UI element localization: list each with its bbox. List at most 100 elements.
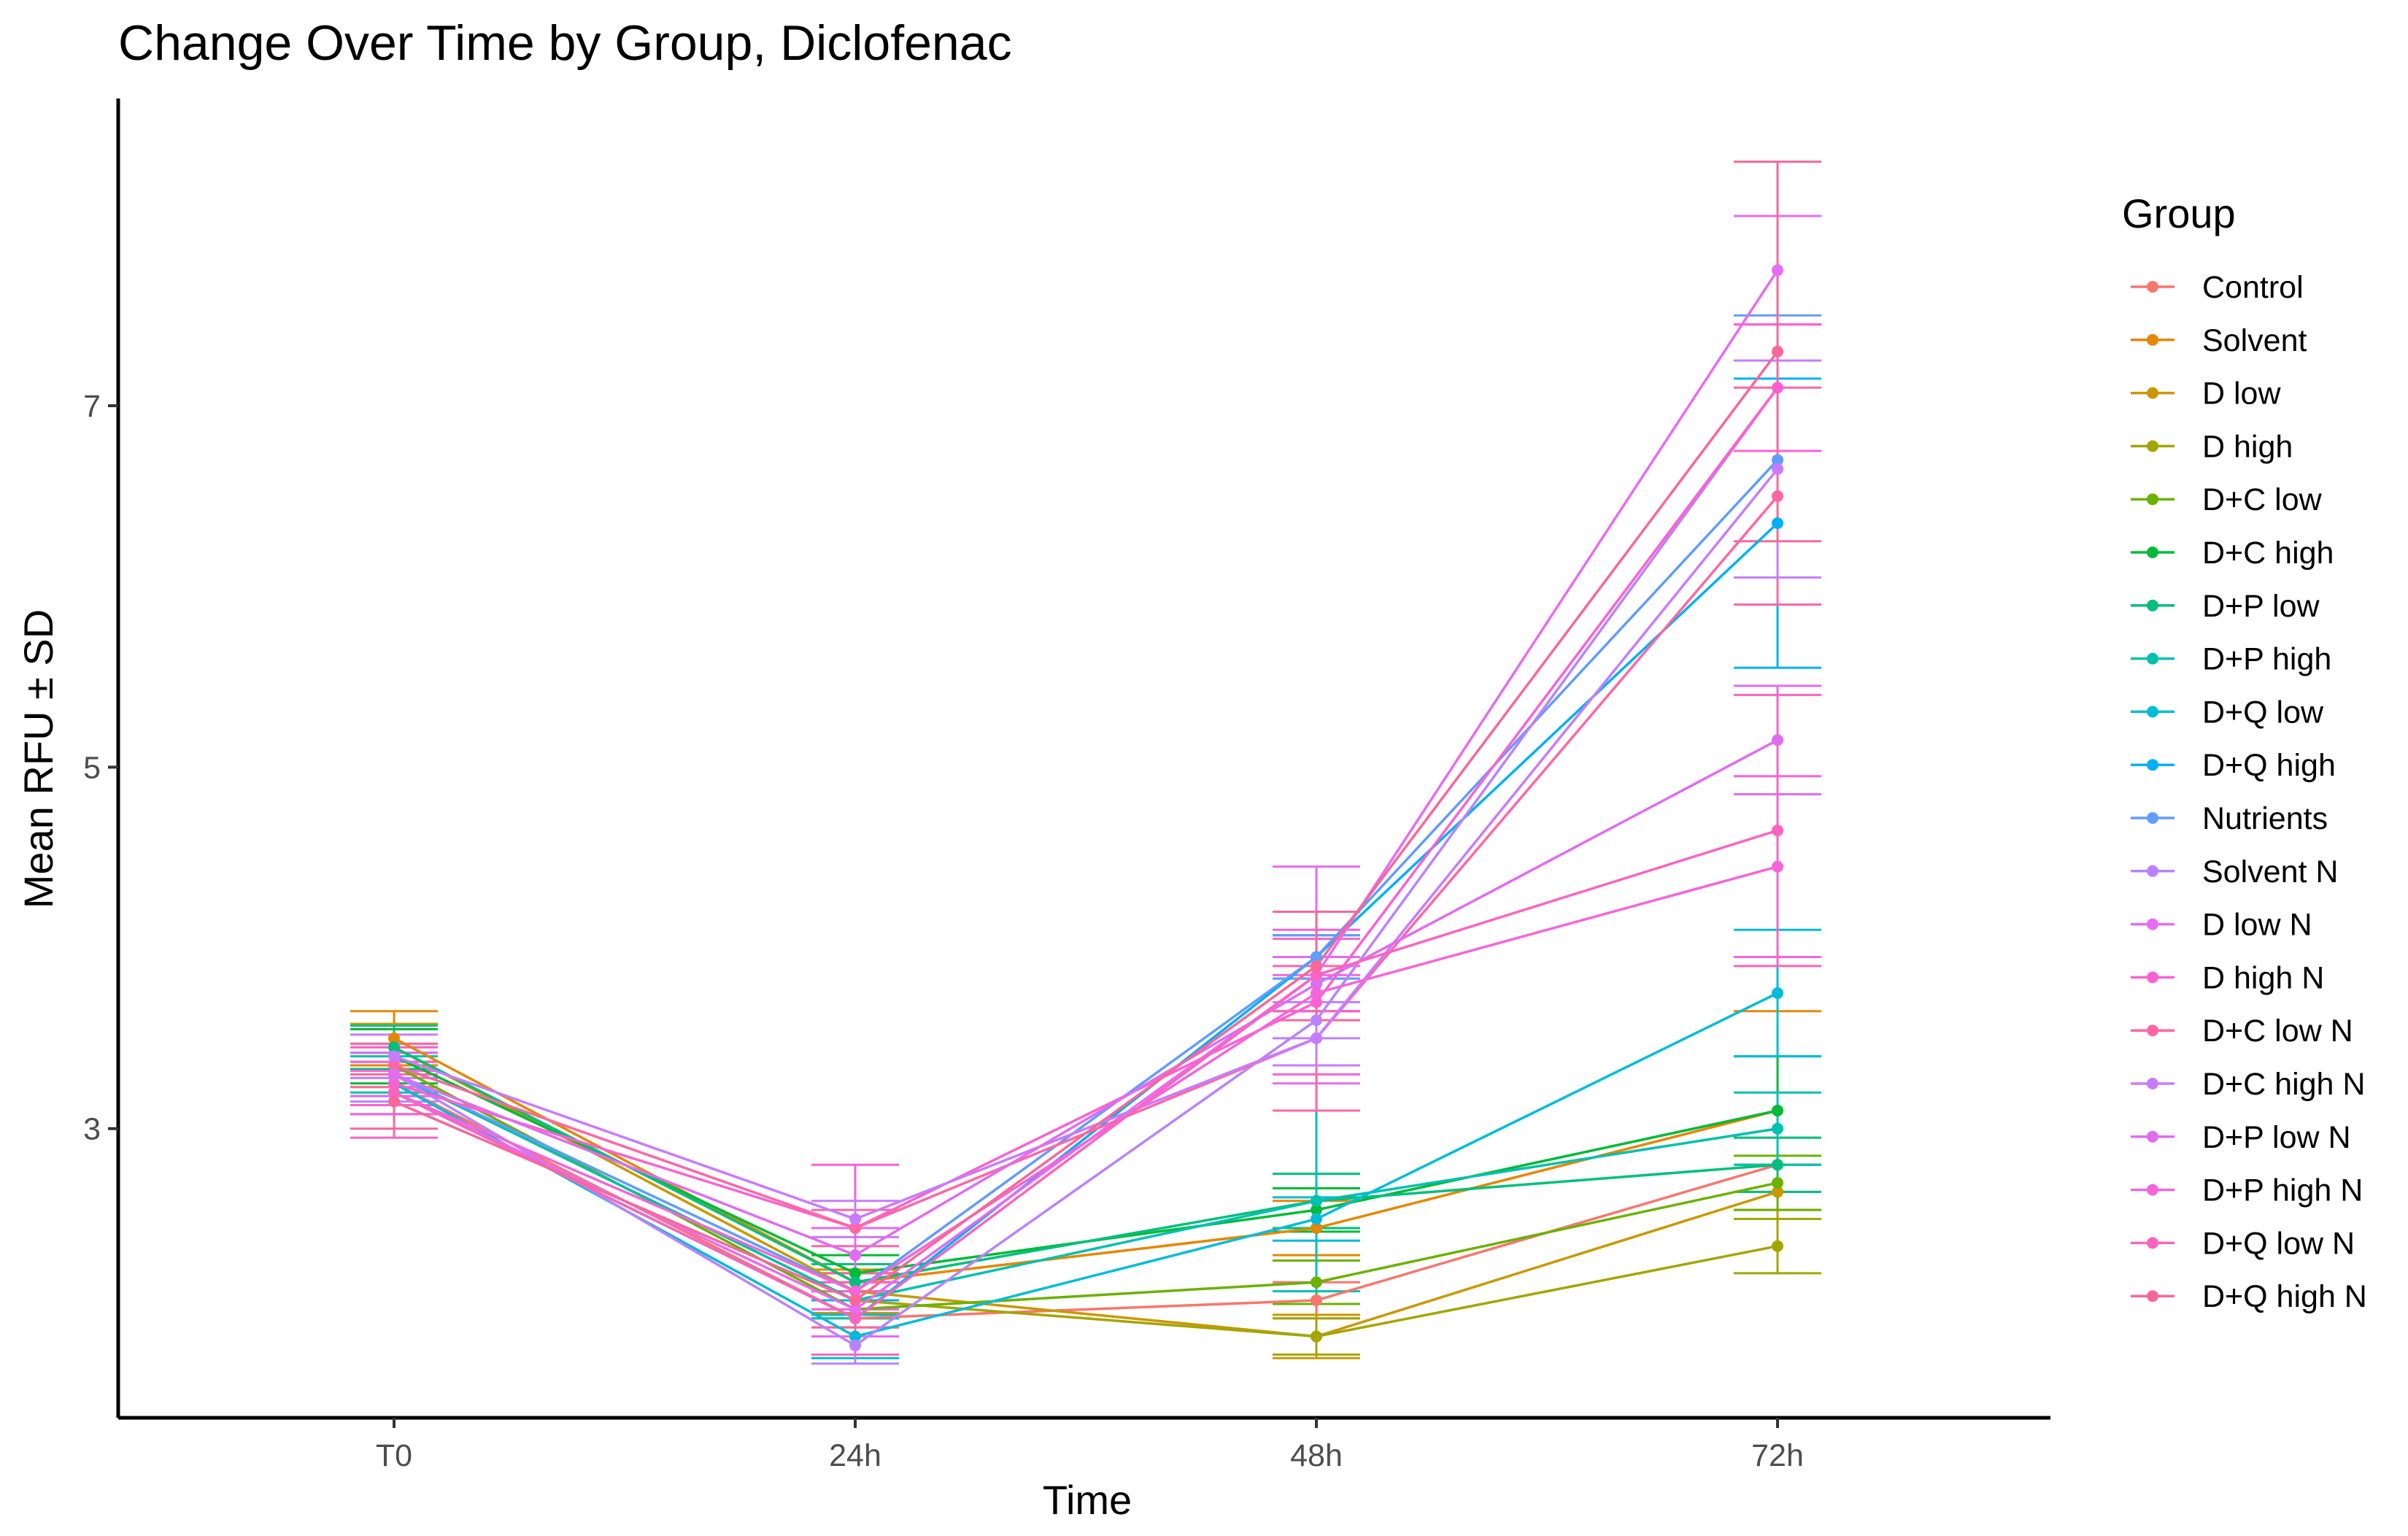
legend-label: D+C low — [2202, 482, 2323, 517]
legend-label: D high — [2202, 429, 2293, 464]
series-line — [393, 829, 1778, 1320]
legend-key-point — [2147, 812, 2158, 824]
data-point — [1772, 825, 1783, 837]
data-point — [849, 1249, 861, 1262]
legend-label: D+P low — [2202, 589, 2320, 624]
legend-label: D+C low N — [2202, 1014, 2353, 1049]
legend-label: D+Q low — [2202, 695, 2324, 730]
legend-key-point — [2147, 865, 2158, 877]
data-point — [388, 1032, 400, 1044]
legend-label: Solvent N — [2202, 854, 2338, 889]
data-point — [1772, 490, 1783, 502]
x-tick-label: 72h — [1751, 1438, 1804, 1473]
data-point — [388, 1068, 400, 1081]
legend-key-point — [2147, 387, 2158, 399]
series-line — [393, 350, 1779, 1302]
series-line — [393, 738, 1778, 1257]
data-point — [388, 1060, 400, 1072]
plot-area: 3 5 7 T0 24h 48h 72h — [83, 99, 2050, 1473]
data-point — [1772, 1122, 1783, 1135]
legend-label: D+C high N — [2202, 1067, 2365, 1102]
chart-title: Change Over Time by Group, Diclofenac — [118, 15, 1012, 71]
data-point — [1772, 1186, 1783, 1198]
legend-key-point — [2147, 759, 2158, 771]
legend-key-point — [2147, 599, 2158, 611]
data-point — [849, 1339, 861, 1351]
legend: Control Solvent D low D high D+C low D+C high… — [2131, 270, 2367, 1314]
data-point — [1772, 1240, 1783, 1252]
legend-label: D+Q high N — [2202, 1279, 2367, 1314]
data-point — [1772, 517, 1783, 530]
data-point — [1311, 1330, 1322, 1343]
x-axis-title: Time — [1043, 1477, 1132, 1523]
data-point — [1772, 345, 1783, 358]
data-point — [1772, 1177, 1783, 1189]
data-point — [1311, 1294, 1322, 1307]
data-point — [1311, 969, 1322, 981]
data-point — [1311, 1014, 1322, 1027]
legend-label: D+P low N — [2202, 1120, 2351, 1155]
series-line — [393, 1064, 1778, 1311]
data-point — [1772, 382, 1783, 394]
legend-label: Control — [2202, 270, 2304, 305]
x-tick-label: T0 — [376, 1438, 412, 1473]
series-line — [393, 468, 1779, 1221]
legend-title: Group — [2122, 190, 2236, 236]
legend-label: D+Q high — [2202, 748, 2336, 783]
data-point — [849, 1294, 861, 1307]
data-point — [849, 1312, 861, 1324]
legend-key-point — [2147, 1024, 2158, 1037]
legend-key-point — [2147, 493, 2158, 506]
legend-key-point — [2147, 706, 2158, 718]
data-point — [1311, 1204, 1322, 1216]
legend-key-point — [2147, 971, 2158, 984]
legend-label: D+P high — [2202, 642, 2331, 677]
data-point — [1311, 1276, 1322, 1289]
series-line — [393, 992, 1778, 1338]
data-point — [388, 1095, 400, 1108]
data-point — [1311, 960, 1322, 972]
legend-key-point — [2147, 652, 2158, 665]
data-point — [1772, 860, 1783, 873]
legend-key-point — [2147, 333, 2158, 346]
data-point — [1311, 996, 1322, 1008]
legend-key-point — [2147, 440, 2158, 452]
series-line — [393, 522, 1779, 1320]
series-line — [393, 387, 1779, 1230]
data-point — [1772, 454, 1783, 466]
legend-label: Nutrients — [2202, 801, 2328, 836]
data-point — [1311, 978, 1322, 990]
data-point — [849, 1267, 861, 1279]
series-line — [393, 459, 1779, 1293]
legend-label: D low — [2202, 377, 2281, 412]
series-line — [393, 1046, 1778, 1338]
series-line — [393, 1037, 1778, 1284]
data-point — [849, 1303, 861, 1316]
data-point — [1311, 1195, 1322, 1207]
legend-key-point — [2147, 281, 2158, 293]
data-point — [849, 1213, 861, 1225]
legend-label: D+P high N — [2202, 1173, 2363, 1208]
legend-key-point — [2147, 1237, 2158, 1249]
y-axis-title: Mean RFU ± SD — [15, 609, 61, 908]
data-point — [388, 1087, 400, 1099]
legend-key-point — [2147, 1078, 2158, 1089]
legend-key-point — [2147, 1290, 2158, 1302]
series-line — [393, 1073, 1778, 1302]
data-point — [1311, 1222, 1322, 1234]
series-line — [393, 387, 1779, 1348]
series-line — [393, 865, 1778, 1293]
x-tick-label: 48h — [1290, 1438, 1343, 1473]
data-point — [1772, 264, 1783, 277]
data-point — [849, 1285, 861, 1297]
data-point — [1311, 1213, 1322, 1225]
data-point — [1772, 463, 1783, 475]
y-tick-label: 5 — [83, 750, 101, 785]
data-point — [1772, 987, 1783, 999]
legend-label: Solvent — [2202, 323, 2307, 358]
data-point — [388, 1041, 400, 1054]
legend-key-point — [2147, 918, 2158, 930]
data-point — [849, 1222, 861, 1234]
data-point — [1772, 1104, 1783, 1116]
